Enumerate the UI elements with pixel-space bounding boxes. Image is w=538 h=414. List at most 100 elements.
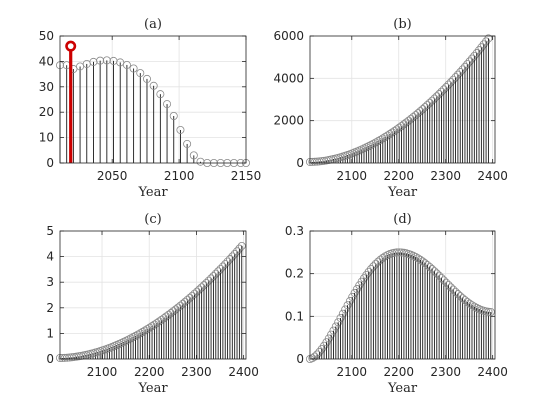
x-tick-label: 2400 (477, 365, 508, 379)
stem-marker (331, 322, 340, 331)
stem-marker (425, 98, 434, 107)
stem-marker (381, 133, 390, 142)
x-tick-label: 2300 (430, 365, 461, 379)
y-tick-label: 0 (296, 352, 304, 366)
stem-marker (477, 43, 486, 52)
stem-marker (451, 287, 460, 296)
stem-marker (237, 241, 246, 250)
stem-marker (371, 259, 380, 268)
stem-marker (223, 257, 232, 266)
y-tick-label: 3 (46, 275, 54, 289)
stem-marker (116, 58, 125, 67)
stem-marker (484, 307, 493, 316)
stem-marker (479, 40, 488, 49)
stem-marker (446, 283, 455, 292)
stem-marker (235, 244, 244, 253)
stem-marker (465, 57, 474, 66)
stem-marker (350, 288, 359, 297)
x-tick-label: 2050 (97, 169, 128, 183)
y-tick-label: 4 (46, 250, 54, 264)
axes-frame (59, 230, 247, 360)
stem-marker (456, 292, 465, 301)
stem-marker (453, 70, 462, 79)
y-tick-label: 10 (39, 131, 54, 145)
plot-area (60, 36, 246, 163)
stem-marker (472, 49, 481, 58)
stem-marker (102, 56, 111, 65)
stem-marker (442, 83, 451, 92)
stem-marker (482, 37, 491, 46)
stem-marker (218, 262, 227, 271)
stem-marker (195, 285, 204, 294)
stem-marker (376, 135, 385, 144)
stem-marker (475, 46, 484, 55)
stem-marker (467, 301, 476, 310)
plot-area (310, 36, 495, 163)
stem-marker (143, 325, 152, 334)
y-tick-label: 40 (39, 54, 54, 68)
stem-marker (189, 151, 198, 160)
stem-marker (221, 260, 230, 269)
stem-marker (183, 295, 192, 304)
stem-marker (413, 109, 422, 118)
stem-marker (428, 96, 437, 105)
stem-marker (211, 269, 220, 278)
x-tick-label: 2100 (337, 365, 368, 379)
x-tick-label: 2200 (383, 365, 414, 379)
stem-marker (192, 287, 201, 296)
x-axis-label: Year (137, 381, 168, 396)
stem-marker (225, 255, 234, 264)
stem-marker (444, 80, 453, 89)
y-tick-label: 0.3 (285, 224, 304, 238)
stem-marker (129, 333, 138, 342)
y-tick-label: 2 (46, 301, 54, 315)
stem-marker (425, 262, 434, 271)
stem-marker (329, 326, 338, 335)
axes-frame (309, 230, 496, 360)
stem-marker (470, 302, 479, 311)
stem-marker (439, 276, 448, 285)
highlight-marker (65, 40, 77, 52)
stem-marker (430, 267, 439, 276)
stem-marker (169, 112, 178, 121)
stem-marker (439, 85, 448, 94)
x-tick-label: 2300 (430, 169, 461, 183)
axes-frame (59, 35, 247, 164)
stem-marker (310, 352, 319, 361)
stem-marker (176, 125, 185, 134)
stem-marker (228, 252, 237, 261)
stem-marker (124, 335, 133, 344)
stem-marker (458, 65, 467, 74)
stem-marker (378, 134, 387, 143)
stem-marker (336, 313, 345, 322)
stem-marker (216, 264, 225, 273)
panel-2: 2100 2200 2300 2400 0 2000 4000 6000 (b) Year (273, 17, 507, 200)
stem-marker (163, 100, 172, 109)
stem-marker (190, 289, 199, 298)
stem-marker (421, 103, 430, 112)
panel-1: 2050 2100 2150 0 10 20 30 40 50 (a) Year (39, 17, 262, 200)
stem-marker (430, 94, 439, 103)
x-axis-label: Year (387, 381, 418, 396)
stem-marker (338, 309, 347, 318)
stem-marker (484, 34, 493, 43)
y-tick-label: 0 (46, 156, 54, 170)
y-tick-label: 6000 (273, 29, 304, 43)
stem-marker (313, 350, 322, 359)
stem-marker (140, 326, 149, 335)
stem-marker (374, 137, 383, 146)
stem-marker (348, 292, 357, 301)
stem-marker (367, 264, 376, 273)
stem-marker (463, 60, 472, 69)
stem-marker (327, 330, 336, 339)
stem-marker (334, 318, 343, 327)
stem-marker (378, 253, 387, 262)
panel-3: 2100 2200 2300 2400 0 1 2 3 4 5 (c) Year (46, 212, 259, 396)
axes-frame (309, 35, 496, 164)
stem-marker (129, 64, 138, 73)
stem-marker (138, 327, 147, 336)
stem-marker (136, 329, 145, 338)
stem-marker (411, 111, 420, 120)
stem-marker (423, 261, 432, 270)
stem-marker (181, 297, 190, 306)
